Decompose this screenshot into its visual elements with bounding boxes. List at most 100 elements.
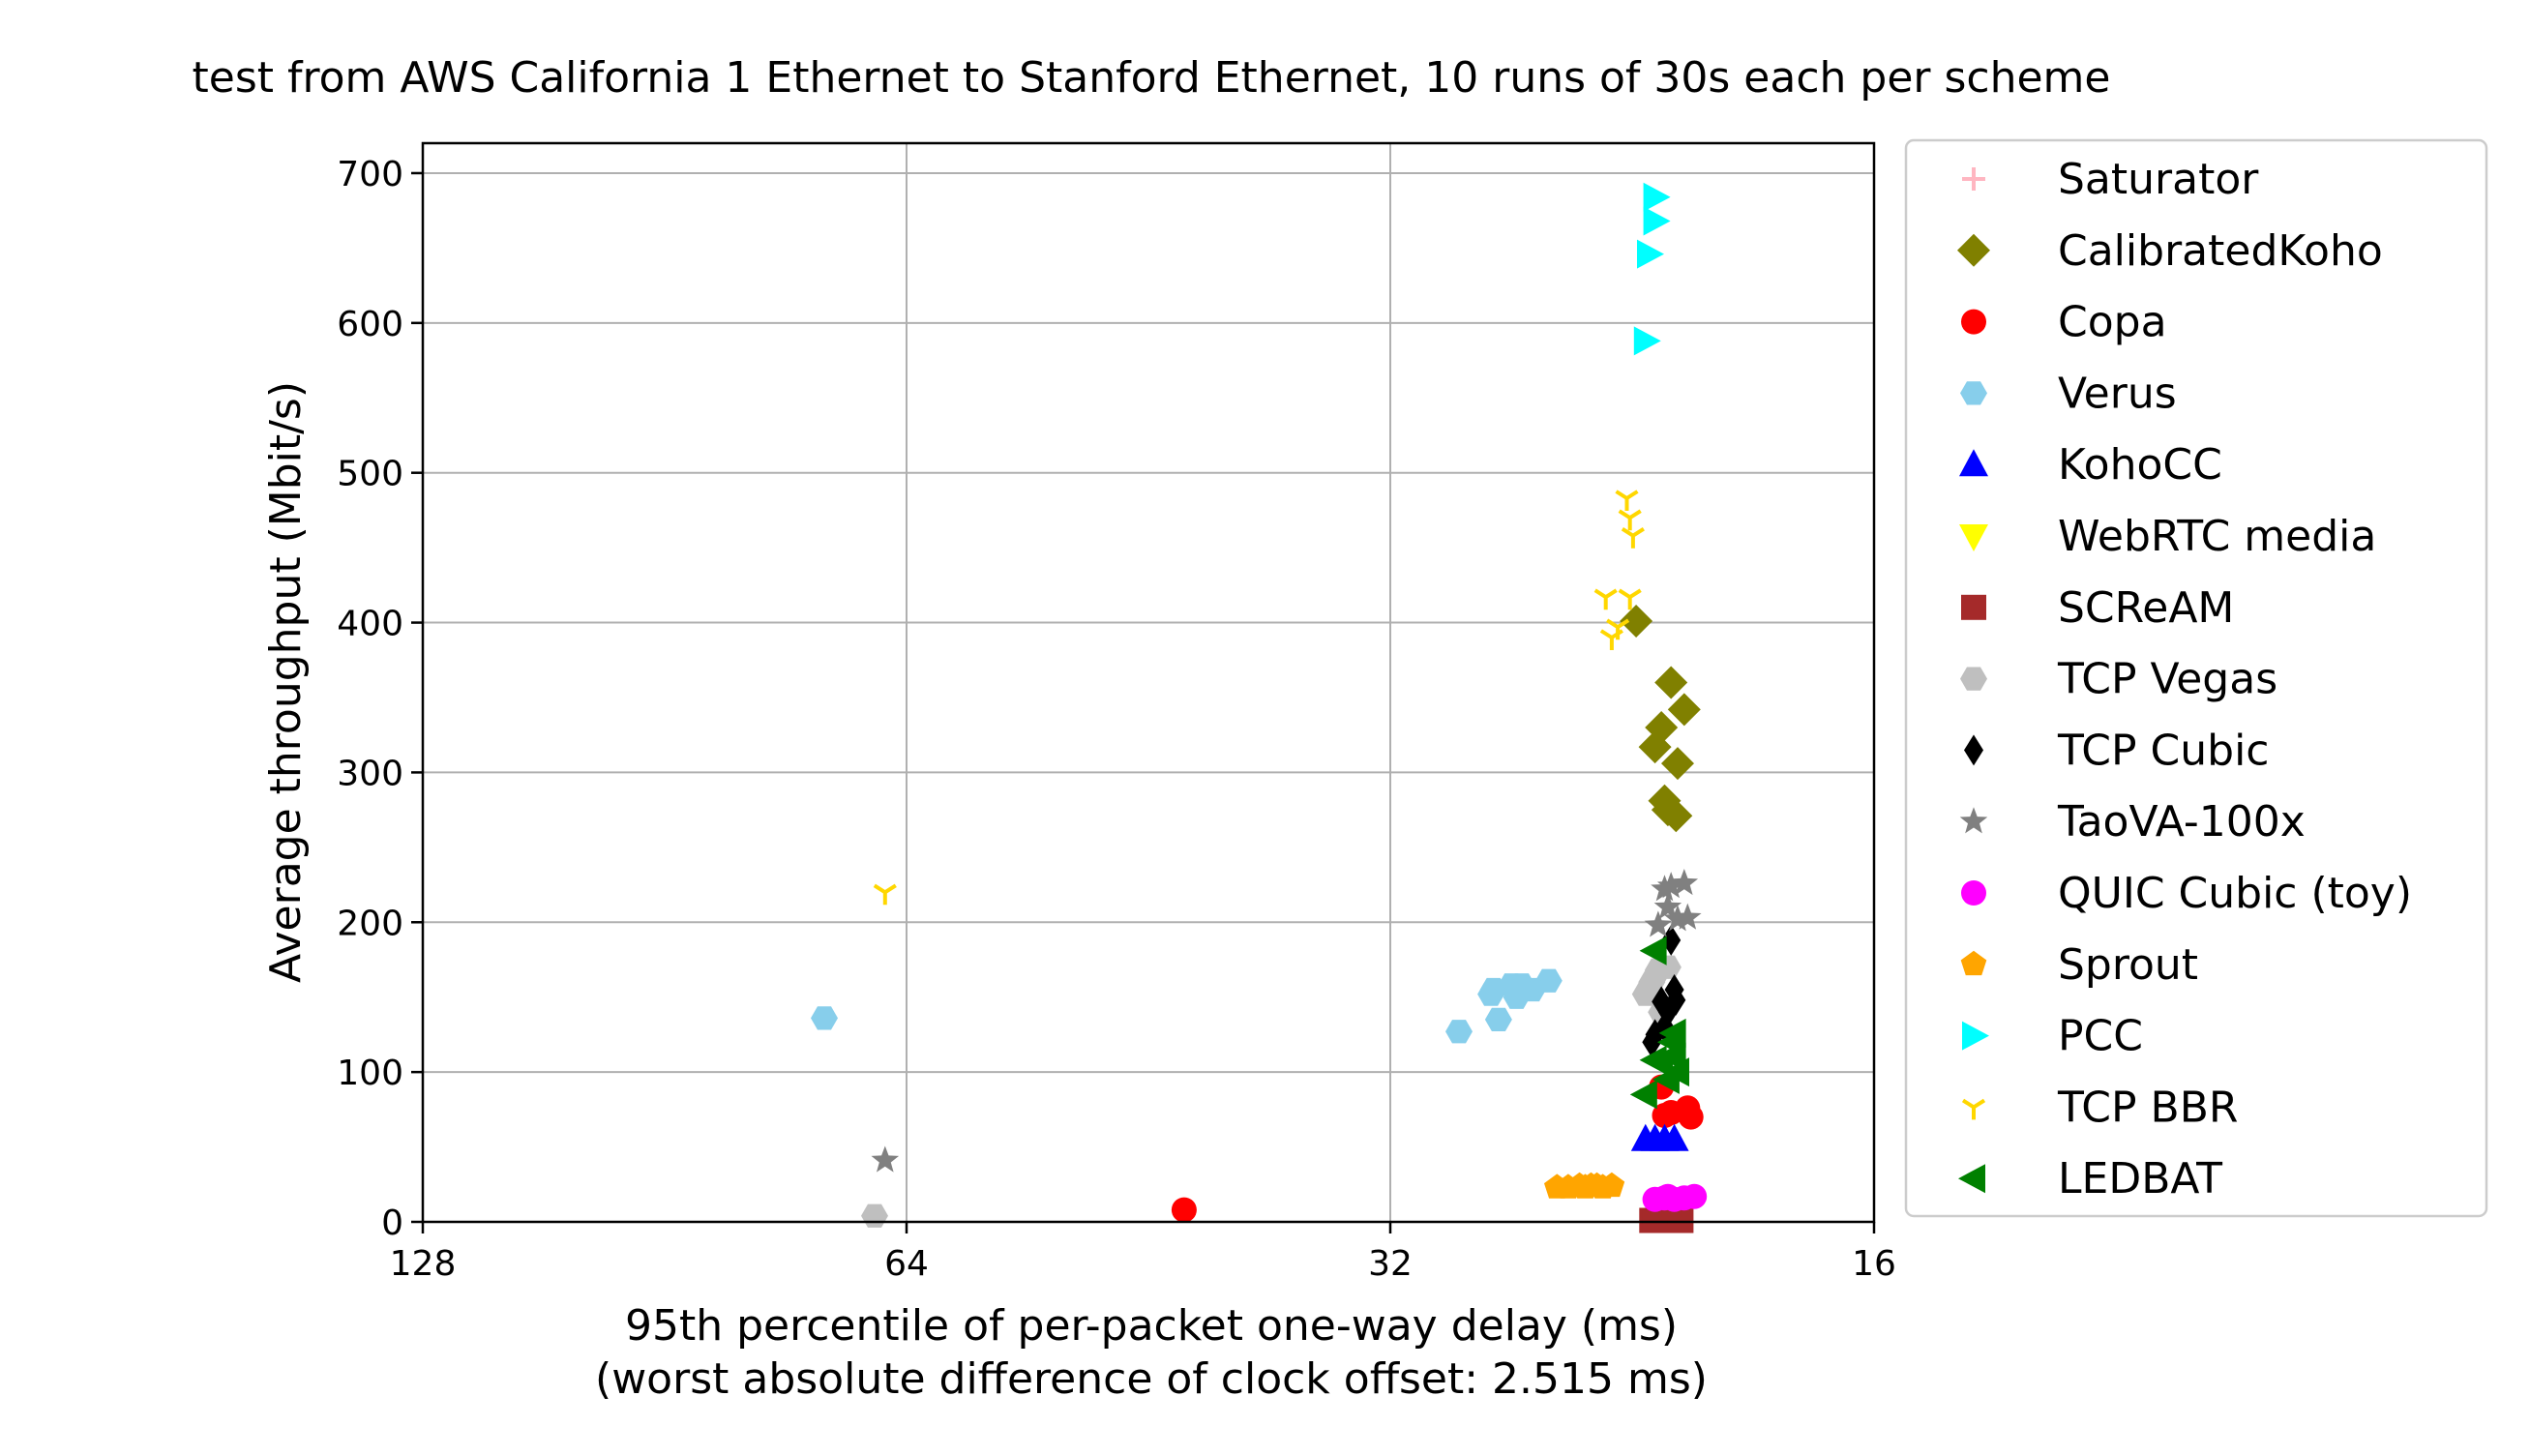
point-tcp-cubic <box>1666 984 1686 1016</box>
point-pcc <box>1643 182 1671 212</box>
point-tcp-bbr <box>1618 509 1642 531</box>
y-tick-label: 300 <box>337 754 403 793</box>
y-axis-label: Average throughput (Mbit/s) <box>261 381 311 983</box>
legend-marker-calibratedkoho <box>1957 233 1990 267</box>
legend-marker-pcc <box>1962 1021 1989 1051</box>
point-taova-100x <box>1670 869 1699 896</box>
x-tick-label: 128 <box>390 1244 457 1284</box>
point-verus <box>811 1006 838 1030</box>
point-ledbat <box>1639 936 1667 966</box>
point-calibratedkoho <box>1620 605 1653 638</box>
legend-marker-sprout <box>1960 950 1987 976</box>
point-calibratedkoho <box>1651 793 1684 827</box>
grid-lines <box>423 143 1874 1222</box>
legend-label-tcp-cubic: TCP Cubic <box>2057 726 2270 775</box>
x-tick-label: 64 <box>884 1244 929 1284</box>
point-taova-100x <box>1663 905 1692 932</box>
point-quic-cubic-toy <box>1682 1183 1708 1209</box>
legend-label-tcp-bbr: TCP BBR <box>2057 1083 2238 1132</box>
legend-marker-quic-cubic-toy <box>1961 880 1986 906</box>
point-scream <box>1642 1207 1668 1233</box>
x-axis-label: 95th percentile of per-packet one-way de… <box>625 1301 1678 1351</box>
point-pcc <box>1643 206 1671 236</box>
point-tcp-cubic <box>1642 1026 1662 1058</box>
point-taova-100x <box>1651 875 1679 902</box>
legend-label-quic-cubic-toy: QUIC Cubic (toy) <box>2058 869 2412 918</box>
point-taova-100x <box>1674 903 1702 930</box>
point-verus <box>1445 1020 1473 1044</box>
point-tcp-bbr <box>1618 588 1642 610</box>
legend-label-verus: Verus <box>2058 369 2177 418</box>
x-tick-label: 16 <box>1852 1244 1896 1284</box>
legend-label-copa: Copa <box>2058 298 2167 347</box>
point-calibratedkoho <box>1667 693 1701 727</box>
legend-label-taova-100x: TaoVA-100x <box>2057 797 2306 847</box>
x-tick-label: 32 <box>1368 1244 1413 1284</box>
point-verus <box>1484 1007 1512 1032</box>
point-calibratedkoho <box>1638 730 1672 764</box>
point-tcp-bbr <box>1593 588 1618 610</box>
point-tcp-bbr <box>1615 490 1639 511</box>
point-calibratedkoho <box>1654 666 1688 699</box>
legend-label-calibratedkoho: CalibratedKoho <box>2058 226 2383 276</box>
legend-marker-taova-100x <box>1959 807 1988 834</box>
point-pcc <box>1633 326 1661 356</box>
point-sprout <box>1584 1172 1610 1198</box>
y-axis-ticks: 0 100 200 300 400 500 600 700 <box>337 155 423 1243</box>
legend-marker-scream <box>1961 594 1986 620</box>
point-tcp-bbr <box>873 883 897 906</box>
data-points <box>811 182 1708 1233</box>
point-verus <box>1477 982 1505 1006</box>
legend-label-saturator: Saturator <box>2058 155 2259 204</box>
point-tcp-bbr <box>1606 618 1630 640</box>
point-copa <box>1171 1197 1197 1223</box>
point-tcp-vegas <box>1631 982 1659 1006</box>
legend-label-sprout: Sprout <box>2058 940 2198 990</box>
plot-frame <box>421 141 1876 1224</box>
legend-marker-copa <box>1961 309 1986 335</box>
y-tick-label: 100 <box>337 1054 403 1093</box>
legend-marker-tcp-bbr <box>1961 1098 1986 1120</box>
point-sprout <box>1543 1174 1570 1199</box>
legend-label-ledbat: LEDBAT <box>2058 1154 2222 1203</box>
legend-marker-saturator <box>1962 167 1985 191</box>
y-tick-label: 600 <box>337 305 403 344</box>
legend-label-scream: SCReAM <box>2058 583 2234 633</box>
legend-label-pcc: PCC <box>2058 1012 2143 1061</box>
y-tick-label: 200 <box>337 904 403 943</box>
point-tcp-bbr <box>1621 527 1645 549</box>
point-ledbat <box>1662 1057 1689 1087</box>
legend-marker-tcp-cubic <box>1964 734 1983 766</box>
y-tick-label: 500 <box>337 455 403 494</box>
point-kohocc <box>1659 1123 1689 1151</box>
point-copa <box>1658 1100 1684 1125</box>
y-tick-label: 0 <box>381 1203 403 1243</box>
legend-marker-tcp-vegas <box>1960 667 1987 691</box>
chart-title: test from AWS California 1 Ethernet to S… <box>193 53 2111 103</box>
point-ledbat <box>1646 1047 1674 1077</box>
legend-frame <box>1904 138 2488 1218</box>
legend-marker-verus <box>1960 381 1987 405</box>
legend-marker-kohocc <box>1959 449 1988 477</box>
y-tick-label: 700 <box>337 155 403 194</box>
legend-marker-ledbat <box>1958 1164 1985 1194</box>
point-taova-100x <box>1644 910 1673 937</box>
legend-label-kohocc: KohoCC <box>2058 440 2222 490</box>
point-taova-100x <box>871 1145 900 1173</box>
point-ledbat <box>1629 1080 1657 1110</box>
x-axis-sublabel: (worst absolute difference of clock offs… <box>595 1354 1708 1404</box>
legend-label-webrtc-media: WebRTC media <box>2058 512 2376 561</box>
legend-marker-webrtc-media <box>1959 524 1988 551</box>
legend-label-tcp-vegas: TCP Vegas <box>2057 655 2277 704</box>
x-axis-ticks: 128 64 32 16 <box>390 1222 1896 1284</box>
point-tcp-cubic <box>1652 986 1672 1018</box>
point-taova-100x <box>1653 892 1682 919</box>
point-quic-cubic-toy <box>1654 1183 1681 1209</box>
y-tick-label: 400 <box>337 605 403 644</box>
point-tcp-vegas <box>861 1203 888 1228</box>
point-pcc <box>1637 239 1664 269</box>
legend: Saturator CalibratedKoho Copa Verus KohoCC We… <box>1904 138 2488 1218</box>
point-verus <box>1503 985 1531 1009</box>
point-calibratedkoho <box>1661 747 1694 781</box>
